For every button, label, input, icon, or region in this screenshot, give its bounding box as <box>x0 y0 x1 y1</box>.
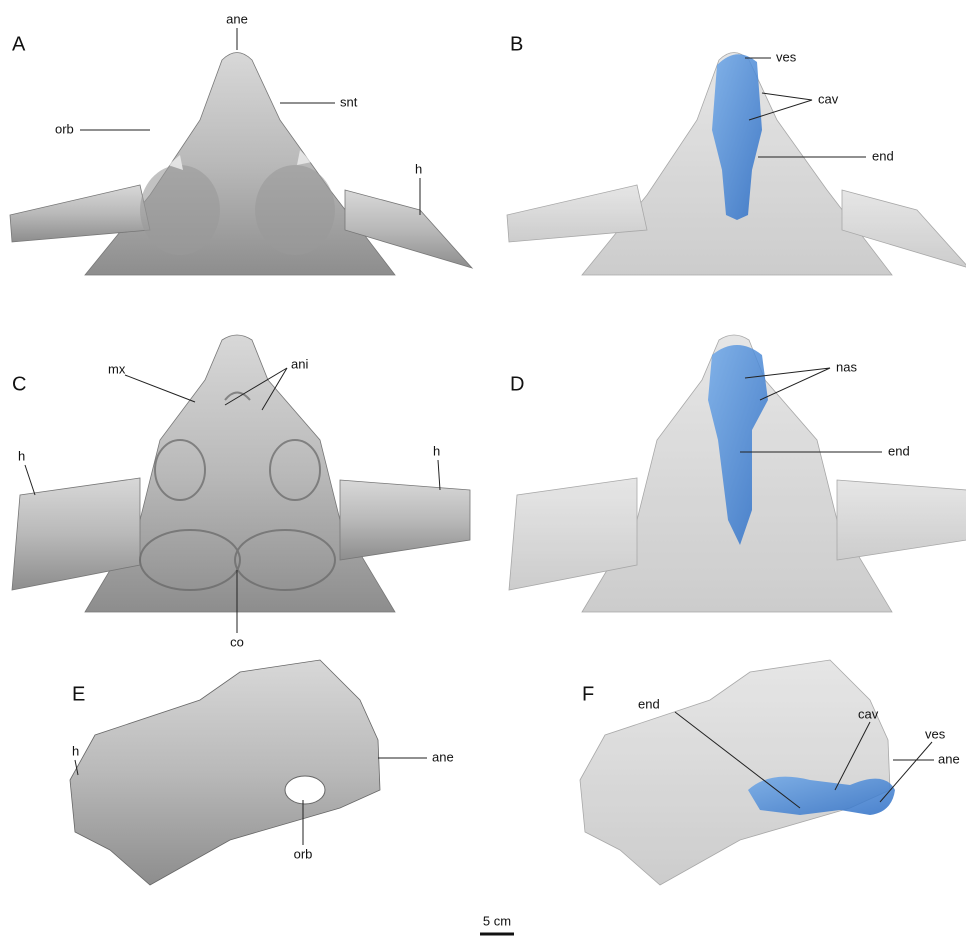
endocast <box>748 777 895 815</box>
label: co <box>230 634 244 649</box>
label: mx <box>108 361 126 376</box>
label: cav <box>858 706 879 721</box>
panel-letter: B <box>510 33 523 55</box>
skull-dorsal <box>10 53 472 276</box>
panel-letter: C <box>12 373 26 395</box>
panel-letter: F <box>582 683 594 705</box>
label: snt <box>340 94 358 109</box>
label: ani <box>291 356 308 371</box>
label: end <box>872 148 894 163</box>
panel-letter: E <box>72 683 85 705</box>
label: h <box>72 743 79 758</box>
leader <box>25 465 35 495</box>
label: h <box>433 443 440 458</box>
label: end <box>888 443 910 458</box>
panel-letter: D <box>510 373 524 395</box>
label: orb <box>55 121 74 136</box>
label: ves <box>925 726 946 741</box>
label: ane <box>226 11 248 26</box>
label: nas <box>836 359 857 374</box>
skull-ventral <box>12 335 470 612</box>
orbit <box>285 776 325 804</box>
label: end <box>638 696 660 711</box>
figure: A ane snt orb h B ves cav end C mx ani h… <box>0 0 966 944</box>
leader <box>438 460 440 490</box>
label: cav <box>818 91 839 106</box>
label: ane <box>432 749 454 764</box>
scale-bar-label: 5 cm <box>483 913 511 928</box>
label: h <box>18 448 25 463</box>
leader <box>125 375 195 402</box>
panel-letter: A <box>12 33 26 55</box>
skull-lateral <box>70 660 380 885</box>
label: ane <box>938 751 960 766</box>
label: orb <box>294 846 313 861</box>
label: h <box>415 161 422 176</box>
label: ves <box>776 49 797 64</box>
